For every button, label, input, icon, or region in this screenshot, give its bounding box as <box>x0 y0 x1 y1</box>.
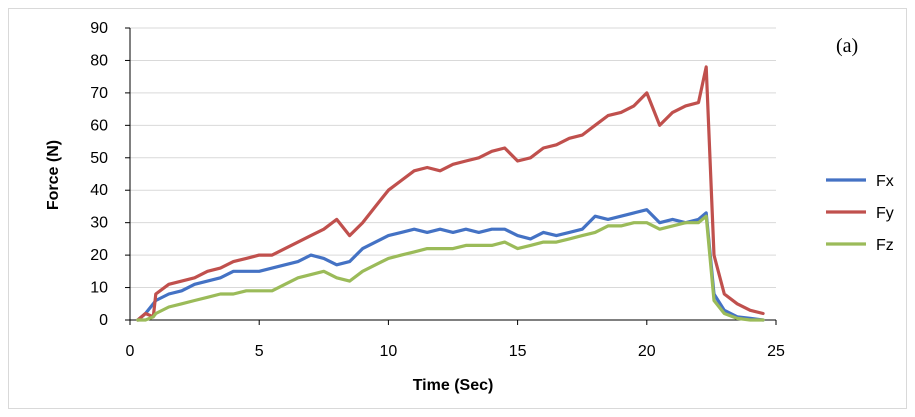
x-tick-label: 25 <box>767 343 785 360</box>
y-tick-label: 0 <box>99 312 108 329</box>
y-tick-label: 60 <box>90 117 108 134</box>
y-tick-label: 30 <box>90 215 108 232</box>
series-lines <box>136 65 765 322</box>
series-line-fx <box>136 208 765 322</box>
gridlines <box>130 27 776 289</box>
legend: Fx Fy Fz <box>826 173 894 254</box>
x-tick-label: 15 <box>509 343 527 360</box>
series-line-fz <box>136 214 765 322</box>
y-tick-label: 70 <box>90 85 108 102</box>
y-tick-label: 50 <box>90 150 108 167</box>
x-tick-label: 20 <box>638 343 656 360</box>
x-tick-label: 0 <box>126 343 135 360</box>
x-axis-title: Time (Sec) <box>413 377 494 394</box>
y-axis-title: Force (N) <box>45 140 62 210</box>
legend-label-fy: Fy <box>876 205 894 222</box>
axes <box>125 27 777 325</box>
panel-label: (a) <box>836 35 858 57</box>
chart-area-border <box>8 8 907 409</box>
x-tick-labels: 0 5 10 15 20 25 <box>126 343 785 360</box>
series-line-fy <box>136 65 765 322</box>
y-tick-label: 90 <box>90 20 108 37</box>
y-tick-label: 80 <box>90 52 108 69</box>
y-tick-label: 20 <box>90 247 108 264</box>
legend-label-fx: Fx <box>876 173 894 190</box>
x-tick-label: 5 <box>255 343 264 360</box>
x-tick-label: 10 <box>380 343 398 360</box>
legend-label-fz: Fz <box>876 237 894 254</box>
y-tick-label: 10 <box>90 280 108 297</box>
y-tick-labels: 0 10 20 30 40 50 60 70 80 90 <box>90 20 108 329</box>
y-tick-label: 40 <box>90 182 108 199</box>
